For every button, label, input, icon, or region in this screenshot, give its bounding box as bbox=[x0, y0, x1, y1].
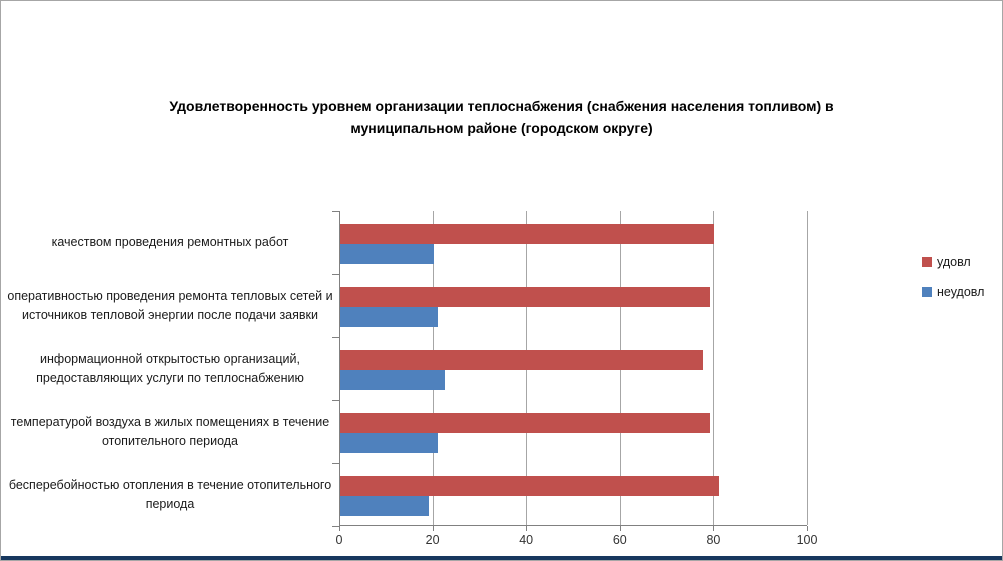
x-axis-tick bbox=[526, 526, 528, 531]
bar-удовл bbox=[340, 476, 720, 496]
x-axis-tick-label: 100 bbox=[796, 533, 818, 547]
bar-удовл bbox=[340, 413, 710, 433]
bar-неудовл bbox=[340, 496, 429, 516]
legend-entry-удовл: удовл bbox=[922, 255, 984, 269]
gridline-100 bbox=[807, 211, 808, 525]
legend: удовл неудовл bbox=[922, 255, 984, 315]
x-axis-tick bbox=[807, 526, 808, 531]
y-axis-tick bbox=[332, 400, 339, 401]
x-axis-tick-label: 40 bbox=[519, 533, 534, 547]
y-axis-tick bbox=[332, 463, 339, 464]
chart-title-text: Удовлетворенность уровнем организации те… bbox=[169, 98, 834, 136]
bar-удовл bbox=[340, 224, 715, 244]
bar-неудовл bbox=[340, 244, 434, 264]
bar-удовл bbox=[340, 350, 703, 370]
x-axis-tick-label: 60 bbox=[612, 533, 627, 547]
y-axis-tick bbox=[332, 526, 339, 527]
bar-неудовл bbox=[340, 307, 439, 327]
chart-title: Удовлетворенность уровнем организации те… bbox=[1, 95, 1002, 139]
legend-entry-неудовл: неудовл bbox=[922, 285, 984, 299]
legend-label: неудовл bbox=[937, 285, 985, 299]
x-axis-tick bbox=[339, 526, 340, 531]
category-label: температурой воздуха в жилых помещениях … bbox=[10, 414, 330, 448]
x-axis-tick bbox=[619, 526, 621, 531]
plot-area bbox=[339, 211, 808, 526]
bar-неудовл bbox=[340, 370, 446, 390]
category-label: бесперебойностью отопления в течение ото… bbox=[8, 477, 332, 511]
legend-swatch-удовл bbox=[922, 257, 932, 267]
category-label: информационной открытостью организаций, … bbox=[36, 351, 304, 385]
x-axis-tick bbox=[432, 526, 434, 531]
bar-неудовл bbox=[340, 433, 439, 453]
x-axis-tick-label: 80 bbox=[706, 533, 721, 547]
gridline-80 bbox=[713, 211, 715, 525]
x-axis-tick-label: 20 bbox=[425, 533, 440, 547]
category-label: качеством проведения ремонтных работ bbox=[51, 235, 289, 249]
bar-удовл bbox=[340, 287, 710, 307]
x-axis-tick-label: 0 bbox=[335, 533, 343, 547]
y-axis-tick bbox=[332, 337, 339, 338]
y-axis-tick bbox=[332, 274, 339, 275]
category-label: оперативностью проведения ремонта теплов… bbox=[7, 288, 333, 322]
bottom-strip bbox=[1, 556, 1002, 560]
legend-label: удовл bbox=[937, 255, 971, 269]
y-axis-tick bbox=[332, 211, 339, 212]
x-axis-tick bbox=[713, 526, 715, 531]
legend-swatch-неудовл bbox=[922, 287, 932, 297]
